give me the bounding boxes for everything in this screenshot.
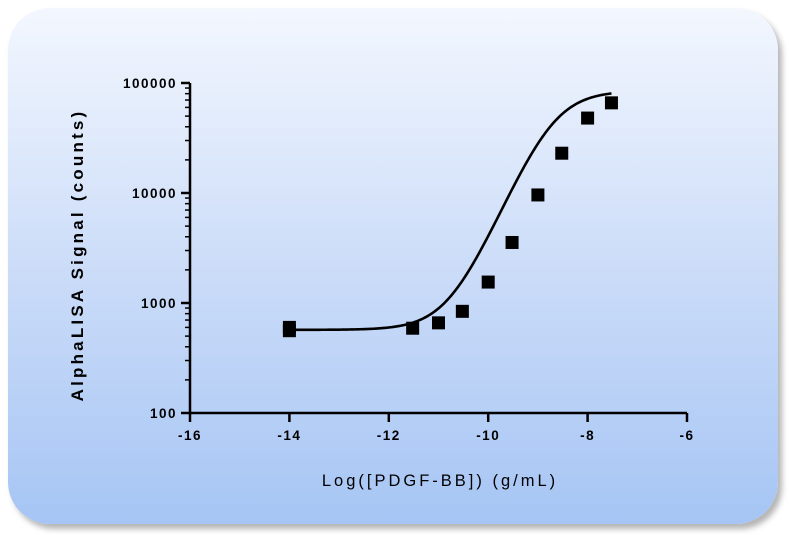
data-point xyxy=(505,235,519,249)
fit-curve xyxy=(289,92,612,332)
tick-labels: -16 -14 -12 -10 -8 -6 100 1000 10000 100000 xyxy=(123,76,694,443)
axes xyxy=(181,81,689,422)
data-point xyxy=(581,111,595,125)
data-point xyxy=(455,304,469,318)
data-points xyxy=(282,96,618,338)
data-point xyxy=(604,96,618,110)
data-point xyxy=(282,324,296,338)
x-tick-label: -16 xyxy=(178,428,202,443)
x-tick-label: -8 xyxy=(580,428,595,443)
chart-panel xyxy=(8,8,778,524)
y-tick-label: 100 xyxy=(150,406,177,421)
data-point xyxy=(432,316,445,330)
fit-curve-line xyxy=(289,92,612,332)
data-point xyxy=(406,321,420,335)
x-tick-label: -6 xyxy=(679,428,694,443)
y-tick-label: 100000 xyxy=(123,76,177,91)
data-point xyxy=(555,146,569,160)
y-tick-label: 1000 xyxy=(141,296,177,311)
x-tick-label: -12 xyxy=(377,428,401,443)
y-axis-title: AlphaLISA Signal (counts) xyxy=(68,109,87,402)
x-axis-title: Log([PDGF-BB]) (g/mL) xyxy=(322,472,558,490)
y-tick-label: 10000 xyxy=(132,186,177,201)
x-tick-label: -10 xyxy=(476,428,500,443)
data-point xyxy=(481,275,495,289)
x-tick-label: -14 xyxy=(277,428,301,443)
data-point xyxy=(531,188,545,202)
